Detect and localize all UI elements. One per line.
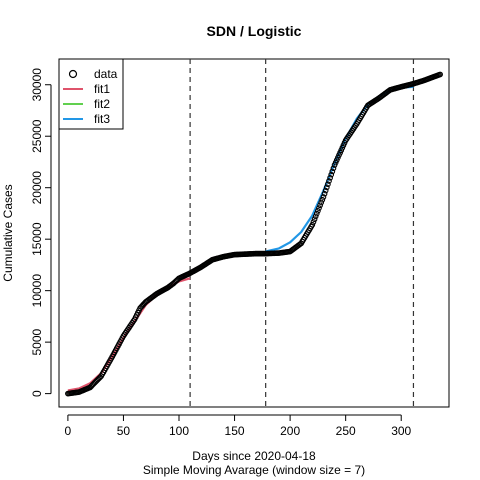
y-tick-label: 10000 [30,274,44,308]
data-point [322,187,329,194]
data-point [318,199,325,206]
data-point [325,181,331,188]
data-point [326,178,332,184]
y-tick-label: 5000 [30,328,44,355]
y-axis-label: Cumulative Cases [1,184,15,281]
data-point [316,205,322,211]
series-line-fit3 [265,85,414,253]
data-point [309,221,316,228]
plot-area-frame [58,58,450,408]
y-tick-label: 0 [30,390,44,397]
data-point [329,168,336,175]
data-point [327,174,333,181]
legend-label-fit3: fit3 [94,112,110,126]
data-point [320,194,327,200]
legend-marker-data [68,69,78,79]
y-tick-label: 30000 [30,68,44,102]
data-point [313,210,320,217]
data-point [310,219,317,225]
data-point [311,216,318,223]
legend-label-fit1: fit1 [94,82,110,96]
x-tick-label: 150 [225,424,245,438]
data-point [437,71,443,78]
x-tick-label: 250 [336,424,356,438]
x-tick-label: 100 [169,424,189,438]
x-axis: 0 50 100 150 200 250 300 [65,414,412,438]
legend-box [58,58,124,130]
legend-label-data: data [94,67,118,81]
x-tick-label: 0 [65,424,72,438]
x-tick-label: 300 [391,424,411,438]
data-point [319,196,326,203]
data-point [315,208,321,214]
y-tick-label: 15000 [30,222,44,256]
legend-label-fit2: fit2 [94,97,110,111]
data-point [317,202,323,209]
y-axis: 0 5000 10000 15000 20000 25000 30000 [30,68,52,397]
data-point [323,184,330,191]
data-point [328,171,335,178]
data-point [312,213,319,220]
data-point [321,190,328,197]
data-point [330,165,337,172]
x-axis-label: Days since 2020-04-18 [192,449,316,463]
x-tick-label: 50 [117,424,131,438]
x-tick-label: 200 [280,424,300,438]
y-tick-label: 25000 [30,119,44,153]
divider-lines [189,59,415,407]
chart-title: SDN / Logistic [207,23,302,39]
x-axis-sublabel: Simple Moving Avarage (window size = 7) [143,463,365,477]
series-line-fit1 [67,277,191,392]
y-tick-label: 20000 [30,171,44,205]
data-points [65,71,443,397]
